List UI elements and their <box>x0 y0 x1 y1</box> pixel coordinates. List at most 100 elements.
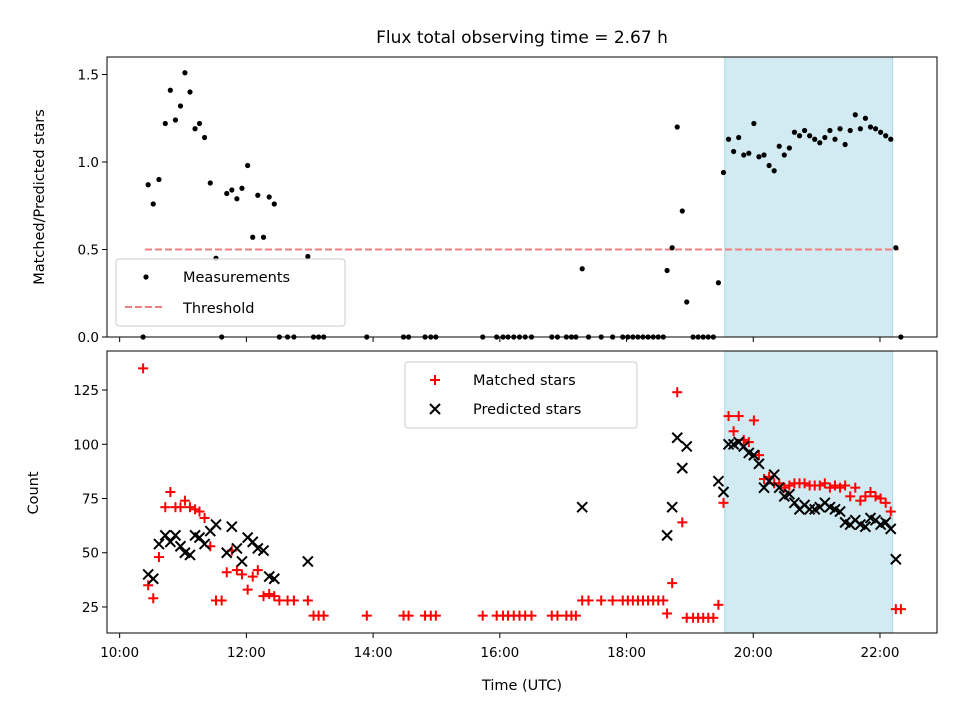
predicted-star-point <box>748 449 760 461</box>
measurement-point <box>182 70 188 76</box>
predicted-star-point <box>773 481 785 494</box>
predicted-star-point <box>184 549 196 561</box>
matched-star-point <box>361 610 372 621</box>
matched-star-point <box>175 502 186 513</box>
matched-star-point <box>870 491 881 502</box>
top-ytick-label: 0.5 <box>78 243 99 259</box>
x-axis-label: Time (UTC) <box>481 678 562 694</box>
measurement-point <box>305 253 311 260</box>
matched-star-point <box>708 612 719 623</box>
measurement-point <box>893 245 899 251</box>
bottom-ytick-label: 75 <box>82 492 99 508</box>
bottom-ytick-label: 100 <box>73 437 99 453</box>
matched-star-point <box>143 580 154 591</box>
measurement-point <box>162 120 168 127</box>
predicted-star-point <box>268 573 280 585</box>
matched-star-point <box>264 588 275 599</box>
measurement-point <box>878 129 884 135</box>
bottom-y-axis-label: Count <box>26 471 42 514</box>
predicted-star-point <box>885 523 897 535</box>
measurement-point <box>684 299 690 305</box>
matched-star-point <box>302 595 313 606</box>
xtick-label: 12:00 <box>227 645 266 661</box>
xtick-label: 16:00 <box>480 645 519 661</box>
measurement-point <box>234 196 240 202</box>
matched-star-point <box>855 495 866 506</box>
count-plot-panel: Matched stars Predicted stars 25 50 75 100 12… <box>26 350 938 694</box>
matched-star-point <box>875 493 886 504</box>
predicted-star-point <box>722 438 735 450</box>
matched-star-point <box>570 610 581 621</box>
matched-star-point <box>221 567 232 578</box>
legend-predicted-marker <box>429 403 441 415</box>
matched-star-point <box>662 608 673 619</box>
measurement-point <box>781 152 787 158</box>
matched-star-point <box>829 480 840 491</box>
matched-star-point <box>216 595 227 606</box>
predicted-star-point <box>758 481 770 494</box>
measurement-point <box>245 162 251 169</box>
measurement-point <box>266 194 272 200</box>
matched-star-point <box>728 426 739 437</box>
matched-star-point <box>148 593 159 604</box>
measurement-point <box>812 136 818 142</box>
bottom-legend: Matched stars Predicted stars <box>404 361 638 429</box>
matched-star-point <box>748 415 759 426</box>
predicted-star-point <box>164 536 177 548</box>
matched-star-point <box>583 595 594 606</box>
measurement-point <box>201 134 208 141</box>
predicted-star-point <box>661 529 673 542</box>
matched-star-point <box>153 552 164 563</box>
matched-star-point <box>242 584 253 595</box>
observing-window-span-top <box>724 56 894 338</box>
matched-star-point <box>160 502 171 513</box>
predicted-star-point <box>153 538 165 550</box>
measurement-point <box>756 154 762 160</box>
measurement-point <box>771 168 777 174</box>
predicted-star-point <box>231 542 243 555</box>
bottom-ytick-label: 50 <box>82 546 99 562</box>
measurement-point <box>669 245 675 251</box>
matched-star-point <box>784 480 795 491</box>
predicted-star-point <box>879 516 892 529</box>
matched-star-point <box>258 591 269 602</box>
top-ytick-label: 1.5 <box>78 68 99 84</box>
measurement-point <box>888 136 894 142</box>
matched-star-point <box>199 513 210 524</box>
measurement-point <box>187 89 193 95</box>
measurement-point <box>822 134 828 141</box>
measurement-point <box>872 126 879 132</box>
measurement-point <box>827 127 833 134</box>
measurement-point <box>255 192 261 198</box>
measurement-point <box>664 267 670 274</box>
matched-star-point <box>799 478 810 489</box>
matched-star-point <box>672 387 683 398</box>
measurement-point <box>271 201 277 207</box>
count-points <box>138 363 906 623</box>
matched-star-point <box>850 482 861 493</box>
measurement-point <box>150 201 156 207</box>
top-legend: Measurements Threshold <box>115 258 346 327</box>
measurement-point <box>156 176 162 183</box>
matched-star-point <box>526 610 537 621</box>
measurement-point <box>720 169 727 176</box>
measurement-point <box>177 103 184 109</box>
predicted-star-point <box>768 468 780 481</box>
predicted-star-point <box>193 531 206 544</box>
predicted-star-point <box>226 521 238 533</box>
matched-star-point <box>231 565 242 576</box>
measurement-point <box>736 134 742 141</box>
xtick-label: 20:00 <box>734 645 773 661</box>
matched-star-point <box>718 497 729 508</box>
chart-title: Flux total observing time = 2.67 h <box>376 28 668 48</box>
top-ytick-label: 1.0 <box>78 155 99 171</box>
measurement-point <box>229 187 235 193</box>
matched-star-point <box>835 482 846 493</box>
top-y-axis-label: Matched/Predicted stars <box>32 109 48 285</box>
x-axis: 10:00 12:00 14:00 16:00 18:00 20:00 22:00 <box>100 633 899 661</box>
matched-star-point <box>814 480 825 491</box>
measurement-point <box>145 182 151 188</box>
measurement-point <box>715 280 722 286</box>
legend-matched-label: Matched stars <box>473 373 576 389</box>
matched-star-point <box>596 595 607 606</box>
